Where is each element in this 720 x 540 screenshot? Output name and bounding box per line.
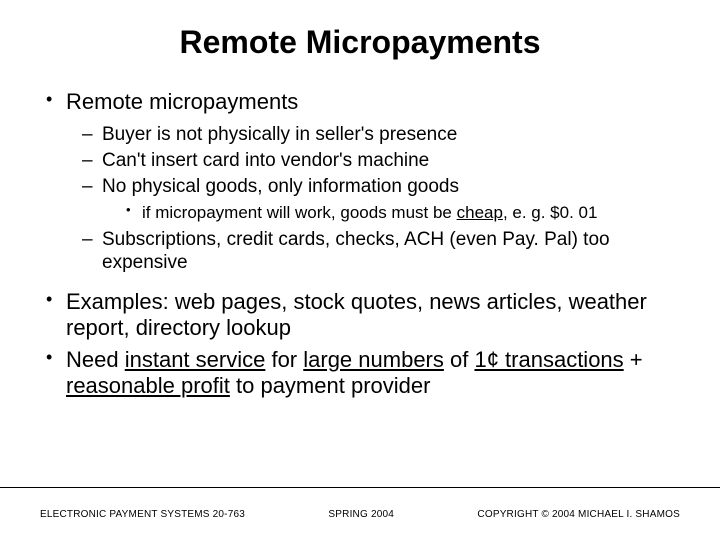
b3-d: + xyxy=(624,347,643,372)
b3-e: to payment provider xyxy=(230,373,431,398)
footer: ELECTRONIC PAYMENT SYSTEMS 20-763 SPRING… xyxy=(0,509,720,520)
subsub-1-a: if micropayment will work, goods must be xyxy=(142,203,457,222)
subsub-1-b: , e. g. $0. 01 xyxy=(503,203,598,222)
sublist-1: Buyer is not physically in seller's pres… xyxy=(66,123,680,275)
subsub-1: if micropayment will work, goods must be… xyxy=(124,202,680,223)
spacer xyxy=(40,281,680,289)
footer-right: COPYRIGHT © 2004 MICHAEL I. SHAMOS xyxy=(477,509,680,520)
footer-left: ELECTRONIC PAYMENT SYSTEMS 20-763 xyxy=(40,509,245,520)
b3-u1: instant service xyxy=(125,347,266,372)
bullet-2: Examples: web pages, stock quotes, news … xyxy=(40,289,680,341)
bullet-list: Remote micropayments Buyer is not physic… xyxy=(40,89,680,275)
b3-u2: large numbers xyxy=(303,347,444,372)
b3-u4: reasonable profit xyxy=(66,373,230,398)
slide: Remote Micropayments Remote micropayment… xyxy=(0,0,720,540)
sub-4: Subscriptions, credit cards, checks, ACH… xyxy=(80,228,680,276)
footer-divider xyxy=(0,487,720,488)
subsublist-1: if micropayment will work, goods must be… xyxy=(102,202,680,223)
b3-a: Need xyxy=(66,347,125,372)
sub-3: No physical goods, only information good… xyxy=(80,175,680,224)
bullet-3: Need instant service for large numbers o… xyxy=(40,347,680,399)
b3-b: for xyxy=(265,347,303,372)
sub-1: Buyer is not physically in seller's pres… xyxy=(80,123,680,147)
subsub-1-u: cheap xyxy=(457,203,503,222)
bullet-1-text: Remote micropayments xyxy=(66,89,298,114)
b3-c: of xyxy=(444,347,475,372)
b3-u3: 1¢ transactions xyxy=(474,347,623,372)
bullet-list-2: Examples: web pages, stock quotes, news … xyxy=(40,289,680,399)
footer-center: SPRING 2004 xyxy=(328,509,394,520)
sub-2: Can't insert card into vendor's machine xyxy=(80,149,680,173)
bullet-1: Remote micropayments Buyer is not physic… xyxy=(40,89,680,275)
sub-3-text: No physical goods, only information good… xyxy=(102,176,459,197)
slide-title: Remote Micropayments xyxy=(40,24,680,61)
